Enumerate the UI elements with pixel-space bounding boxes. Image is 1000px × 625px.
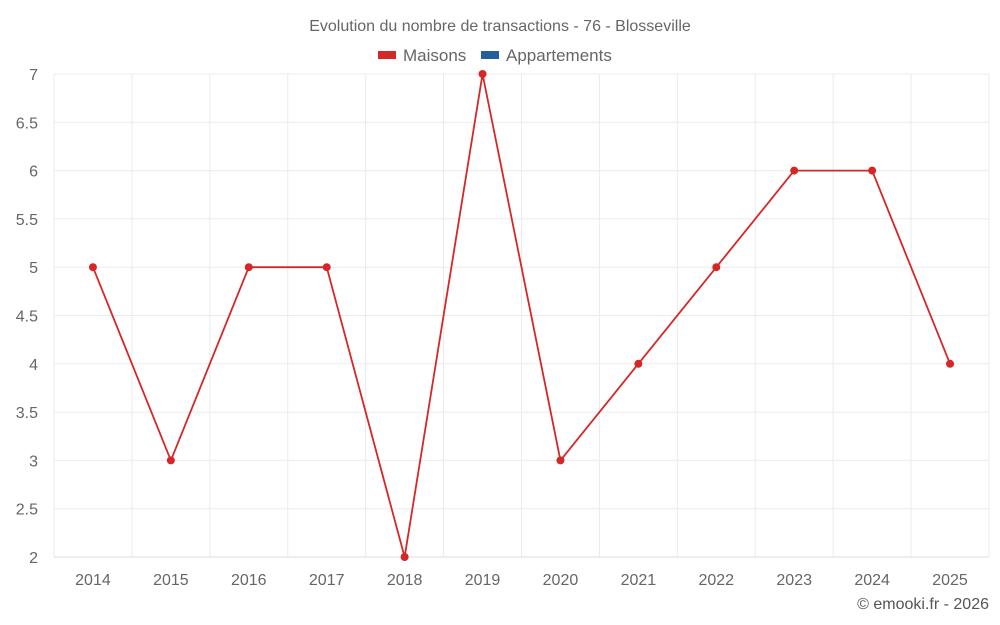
y-tick-label: 4.5 [16, 309, 38, 326]
y-tick-label: 5 [29, 260, 38, 277]
x-axis-tick-labels: 2014 2015 2016 2017 2018 2019 2020 2021 2022 2023… [75, 572, 968, 589]
legend-swatch-maisons [378, 51, 396, 59]
data-point[interactable] [790, 166, 799, 175]
data-point[interactable] [868, 166, 877, 175]
legend-label-appartements: Appartements [506, 46, 612, 65]
x-tick-label: 2015 [153, 572, 189, 589]
data-point[interactable] [556, 456, 565, 465]
x-tick-label: 2025 [932, 572, 968, 589]
y-axis-tick-labels: 2 2.5 3 3.5 4 4.5 5 5.5 6 6.5 7 [16, 67, 38, 567]
series-line-maisons [92, 73, 951, 558]
x-tick-label: 2017 [309, 572, 345, 589]
y-tick-label: 2 [29, 550, 38, 567]
x-tick-label: 2024 [854, 572, 890, 589]
data-point[interactable] [400, 553, 409, 561]
data-point[interactable] [712, 263, 721, 272]
data-point[interactable] [946, 359, 955, 368]
legend-item-appartements[interactable]: Appartements [481, 46, 612, 65]
x-tick-label: 2019 [465, 572, 501, 589]
y-tick-label: 6.5 [16, 115, 38, 132]
series-maisons [88, 70, 955, 561]
y-tick-label: 4 [29, 357, 38, 374]
legend-label-maisons: Maisons [403, 46, 466, 65]
x-tick-label: 2016 [231, 572, 267, 589]
credit-text: © emooki.fr - 2026 [857, 596, 989, 613]
y-tick-label: 7 [29, 67, 38, 84]
data-point[interactable] [244, 263, 253, 272]
x-tick-label: 2021 [621, 572, 657, 589]
data-point[interactable] [88, 263, 97, 272]
y-tick-label: 3.5 [16, 405, 38, 422]
x-tick-label: 2014 [75, 572, 111, 589]
data-point[interactable] [166, 456, 175, 465]
y-tick-label: 6 [29, 164, 38, 181]
legend-swatch-appartements [481, 51, 499, 59]
y-tick-label: 2.5 [16, 502, 38, 519]
x-tick-label: 2023 [776, 572, 812, 589]
y-tick-label: 5.5 [16, 212, 38, 229]
x-tick-label: 2022 [698, 572, 734, 589]
legend-item-maisons[interactable]: Maisons [378, 46, 466, 65]
x-tick-label: 2018 [387, 572, 423, 589]
x-tick-label: 2020 [543, 572, 579, 589]
data-point[interactable] [322, 263, 331, 272]
chart-title: Evolution du nombre de transactions - 76… [309, 18, 691, 35]
y-tick-label: 3 [29, 453, 38, 470]
data-point[interactable] [634, 359, 643, 368]
data-point[interactable] [478, 70, 487, 78]
legend[interactable]: Maisons Appartements [378, 46, 612, 65]
